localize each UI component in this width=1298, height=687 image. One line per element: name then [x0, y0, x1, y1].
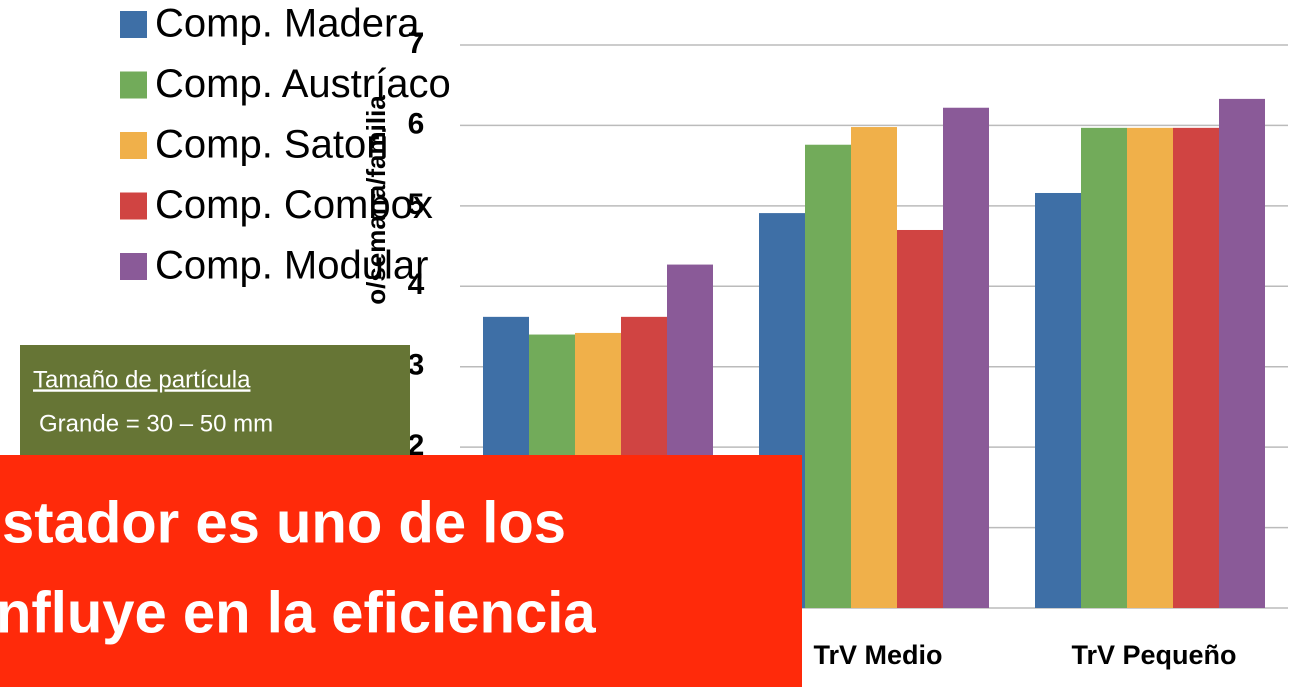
y-tick-label: 5: [408, 188, 425, 221]
legend-label: Comp. Austríaco: [155, 62, 451, 106]
bar: [1035, 192, 1081, 608]
legend-swatch: [120, 71, 147, 99]
bar: [1127, 127, 1173, 608]
note-box: [20, 345, 410, 455]
legend: Comp. Madera Comp. Austríaco Comp. Satori C…: [120, 2, 451, 288]
legend-swatch: [120, 11, 147, 38]
bar: [1081, 127, 1127, 608]
legend-label: Comp. Modular: [155, 244, 428, 288]
y-tick-label: 3: [408, 349, 425, 382]
legend-swatch: [120, 132, 147, 159]
y-tick-label: 6: [408, 107, 425, 140]
y-tick-label: 4: [408, 268, 425, 301]
banner-box: [0, 455, 802, 687]
y-axis-label: o/semana/familia: [361, 95, 391, 305]
bar: [805, 144, 851, 608]
x-tick-label: TrV Pequeño: [1071, 640, 1236, 670]
note-text: Grande = 30 – 50 mm: [39, 410, 273, 437]
banner-line: stador es uno de los: [2, 490, 566, 555]
bar: [1173, 127, 1219, 608]
x-tick-label: TrV Medio: [813, 640, 942, 670]
legend-label: Comp. Combox: [155, 183, 433, 227]
legend-swatch: [120, 253, 147, 280]
legend-label: Comp. Madera: [155, 2, 420, 46]
bar: [1219, 98, 1265, 608]
bar: [851, 127, 897, 608]
note-title: Tamaño de partícula: [33, 366, 251, 393]
y-tick-label: 7: [408, 27, 425, 60]
bar: [897, 229, 943, 608]
y-tick-label: 2: [408, 429, 425, 462]
bar: [943, 107, 989, 608]
legend-label: Comp. Satori: [155, 123, 388, 167]
banner-line: nfluye en la eficiencia: [0, 580, 596, 645]
legend-swatch: [120, 192, 147, 220]
